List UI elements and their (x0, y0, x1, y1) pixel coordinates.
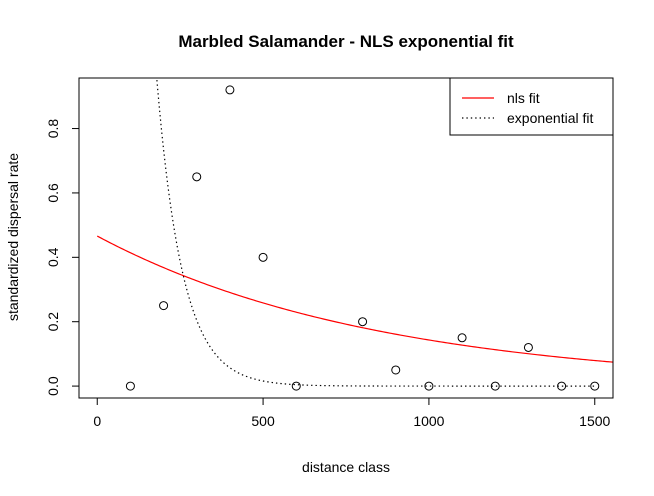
data-point (557, 381, 567, 391)
legend-label: nls fit (507, 90, 540, 106)
data-point (391, 365, 401, 375)
y-axis: 0.0 0.2 0.4 0.6 0.8 (45, 119, 79, 396)
y-tick-label: 0.2 (45, 312, 61, 332)
data-point (590, 381, 600, 391)
data-point (424, 381, 434, 391)
data-point (457, 333, 467, 343)
y-tick-label: 0.8 (45, 119, 61, 139)
chart-title: Marbled Salamander - NLS exponential fit (178, 32, 514, 51)
x-tick-label: 1500 (579, 413, 610, 429)
plot-frame (78, 77, 614, 399)
y-tick-label: 0.0 (45, 376, 61, 396)
x-axis-label: distance class (302, 459, 390, 475)
fit-curves (96, 78, 613, 387)
data-point (490, 381, 500, 391)
x-tick-label: 0 (93, 413, 101, 429)
data-point (358, 317, 368, 327)
y-tick-label: 0.4 (45, 247, 61, 267)
data-point (291, 381, 301, 391)
y-axis-label: standardized dispersal rate (5, 153, 21, 321)
x-axis: 0 500 1000 1500 (93, 398, 611, 429)
data-point (125, 381, 135, 391)
data-point (159, 301, 169, 311)
data-point (192, 172, 202, 182)
data-point (258, 252, 268, 262)
y-tick-label: 0.6 (45, 183, 61, 203)
x-tick-label: 1000 (413, 413, 444, 429)
nls-fit-curve (96, 235, 613, 363)
legend-label: exponential fit (507, 110, 594, 126)
legend-box (449, 77, 614, 136)
data-points (125, 85, 600, 391)
data-point (523, 342, 533, 352)
legend: nls fit exponential fit (449, 77, 614, 136)
data-point (225, 85, 235, 95)
x-tick-label: 500 (251, 413, 275, 429)
exponential-fit-curve (156, 78, 595, 387)
